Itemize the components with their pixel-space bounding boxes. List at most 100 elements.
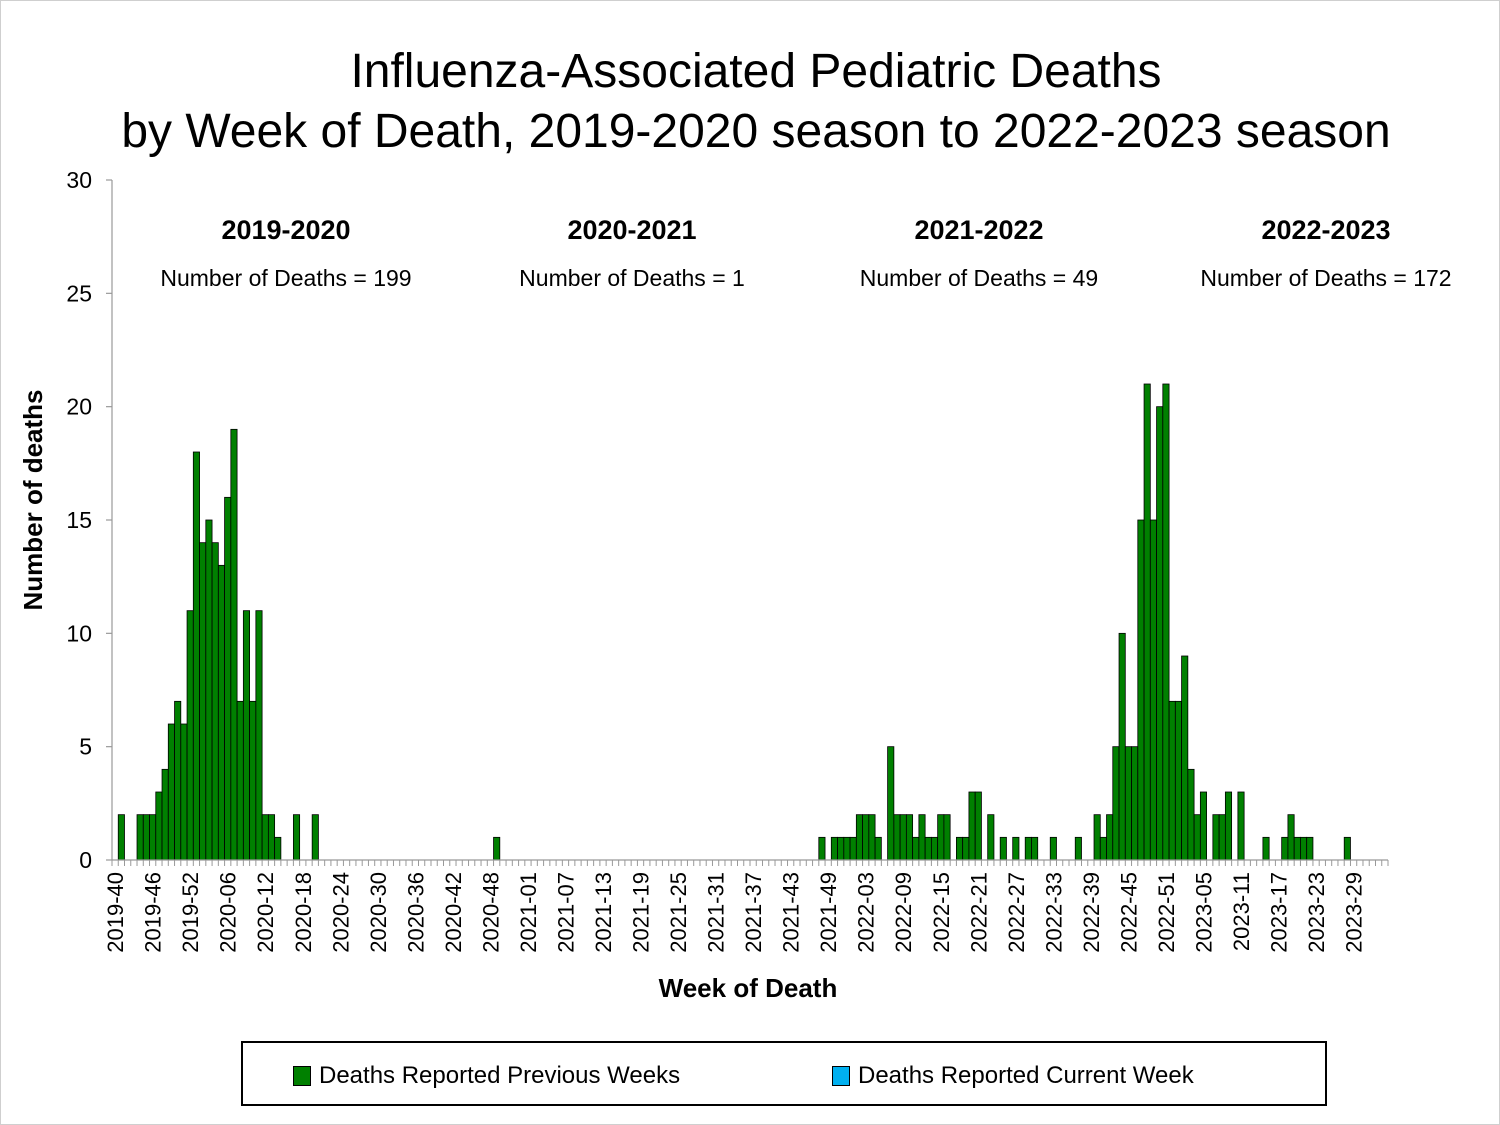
bar-2022-01	[849, 836, 857, 861]
bar-2020-09	[242, 610, 251, 861]
y-tick-label-20: 20	[66, 394, 92, 420]
bar-2020-49	[493, 836, 501, 861]
bar-2022-46	[1131, 746, 1139, 861]
bar-2022-07	[887, 746, 895, 861]
bar-2019-41	[117, 814, 125, 861]
bar-2022-47	[1137, 519, 1145, 861]
bar-2020-17	[292, 814, 301, 861]
bar-2020-12	[261, 814, 269, 861]
y-axis-title: Number of deaths	[18, 389, 48, 610]
x-tick-label-2021-19: 2021-19	[629, 872, 654, 953]
bar-2020-01	[192, 451, 200, 861]
bar-2022-09	[899, 814, 907, 861]
bar-2023-22	[1306, 836, 1314, 861]
bar-2019-44	[136, 814, 144, 861]
bar-2022-52	[1168, 700, 1176, 861]
season-count-2022-2023: Number of Deaths = 172	[1200, 265, 1451, 291]
bar-2022-48	[1143, 383, 1151, 861]
legend-label-previous: Deaths Reported Previous Weeks	[319, 1062, 681, 1089]
bar-2020-11	[255, 610, 263, 861]
x-tick-label-2022-15: 2022-15	[929, 872, 954, 953]
bar-2023-09	[1224, 791, 1233, 861]
bar-2022-49	[1149, 519, 1157, 861]
bar-2023-01	[1174, 700, 1182, 861]
legend-swatch-previous	[293, 1066, 311, 1086]
x-tick-label-2021-49: 2021-49	[816, 872, 841, 953]
bar-2022-37	[1074, 836, 1082, 861]
x-tick-label-2020-42: 2020-42	[441, 872, 466, 953]
x-tick-label-2022-27: 2022-27	[1004, 872, 1029, 953]
bar-2020-13	[267, 814, 276, 861]
x-tick-label-2019-40: 2019-40	[103, 872, 128, 953]
x-tick-label-2019-52: 2019-52	[178, 872, 203, 953]
x-tick-label-2022-33: 2022-33	[1041, 872, 1066, 953]
bar-2022-41	[1099, 836, 1107, 861]
bar-2022-12	[918, 814, 926, 861]
bar-2022-25	[999, 836, 1007, 861]
x-tick-label-2023-17: 2023-17	[1267, 872, 1292, 953]
chart-title-line1: Influenza-Associated Pediatric Deaths	[350, 45, 1162, 98]
bar-2022-21	[974, 791, 982, 861]
bar-2020-05	[217, 564, 225, 861]
bar-2022-44	[1118, 632, 1126, 861]
season-count-2021-2022: Number of Deaths = 49	[860, 265, 1098, 291]
bar-2020-20	[311, 814, 319, 861]
x-tick-label-2021-37: 2021-37	[741, 872, 766, 953]
chart-title: Influenza-Associated Pediatric Deaths by…	[0, 42, 1500, 162]
bar-2023-07	[1212, 814, 1220, 861]
bar-2020-08	[236, 700, 244, 861]
x-tick-label-2022-51: 2022-51	[1154, 872, 1179, 953]
bar-2022-10	[905, 814, 914, 861]
bar-2019-52	[186, 610, 194, 861]
x-tick-label-2021-25: 2021-25	[666, 872, 691, 953]
bar-2022-04	[868, 814, 876, 861]
y-tick-label-15: 15	[66, 507, 92, 533]
bar-2020-04	[211, 542, 219, 861]
bar-2023-15	[1262, 836, 1270, 861]
bar-2023-02	[1181, 655, 1189, 861]
bar-2022-23	[987, 814, 995, 861]
bar-2022-45	[1124, 746, 1132, 861]
bar-2022-50	[1156, 406, 1164, 861]
season-label-2019-2020: 2019-2020	[221, 215, 350, 245]
season-label-2022-2023: 2022-2023	[1261, 215, 1390, 245]
bar-2022-43	[1112, 746, 1120, 861]
x-tick-label-2022-39: 2022-39	[1079, 872, 1104, 953]
bar-2020-03	[205, 519, 213, 861]
bar-2023-05	[1199, 791, 1207, 861]
x-tick-label-2021-31: 2021-31	[704, 872, 729, 953]
bar-2022-40	[1093, 814, 1101, 861]
bar-2022-11	[912, 836, 920, 861]
bar-2019-49	[167, 723, 175, 861]
season-count-2019-2020: Number of Deaths = 199	[160, 265, 411, 291]
x-tick-label-2023-05: 2023-05	[1191, 872, 1216, 953]
bar-2022-29	[1024, 836, 1032, 861]
bar-2022-30	[1031, 836, 1039, 861]
chart-legend: Deaths Reported Previous Weeks Deaths Re…	[241, 1041, 1327, 1106]
legend-label-current: Deaths Reported Current Week	[858, 1062, 1194, 1089]
x-tick-label-2022-09: 2022-09	[891, 872, 916, 953]
bar-2023-04	[1193, 814, 1201, 861]
bar-2022-16	[943, 814, 951, 861]
x-tick-label-2020-06: 2020-06	[216, 872, 241, 953]
legend-swatch-current	[832, 1066, 850, 1086]
season-label-2021-2022: 2021-2022	[914, 215, 1043, 245]
bar-2021-50	[830, 836, 838, 861]
bar-2019-51	[180, 723, 188, 861]
bar-2022-03	[862, 814, 870, 861]
x-tick-label-2020-36: 2020-36	[403, 872, 428, 953]
bar-2023-20	[1293, 836, 1301, 861]
bar-2022-51	[1162, 383, 1170, 861]
bar-2021-52	[843, 836, 851, 861]
bar-2022-18	[956, 836, 964, 861]
bar-2022-42	[1106, 814, 1114, 861]
bar-2022-33	[1049, 836, 1057, 861]
x-tick-label-2023-29: 2023-29	[1342, 872, 1367, 953]
x-axis-title: Week of Death	[659, 973, 838, 1003]
bar-2022-13	[924, 836, 932, 861]
bar-2023-21	[1300, 836, 1308, 861]
bar-2022-19	[962, 836, 970, 861]
y-tick-label-5: 5	[79, 734, 92, 760]
bar-2020-02	[199, 542, 207, 861]
bar-2021-51	[837, 836, 845, 861]
